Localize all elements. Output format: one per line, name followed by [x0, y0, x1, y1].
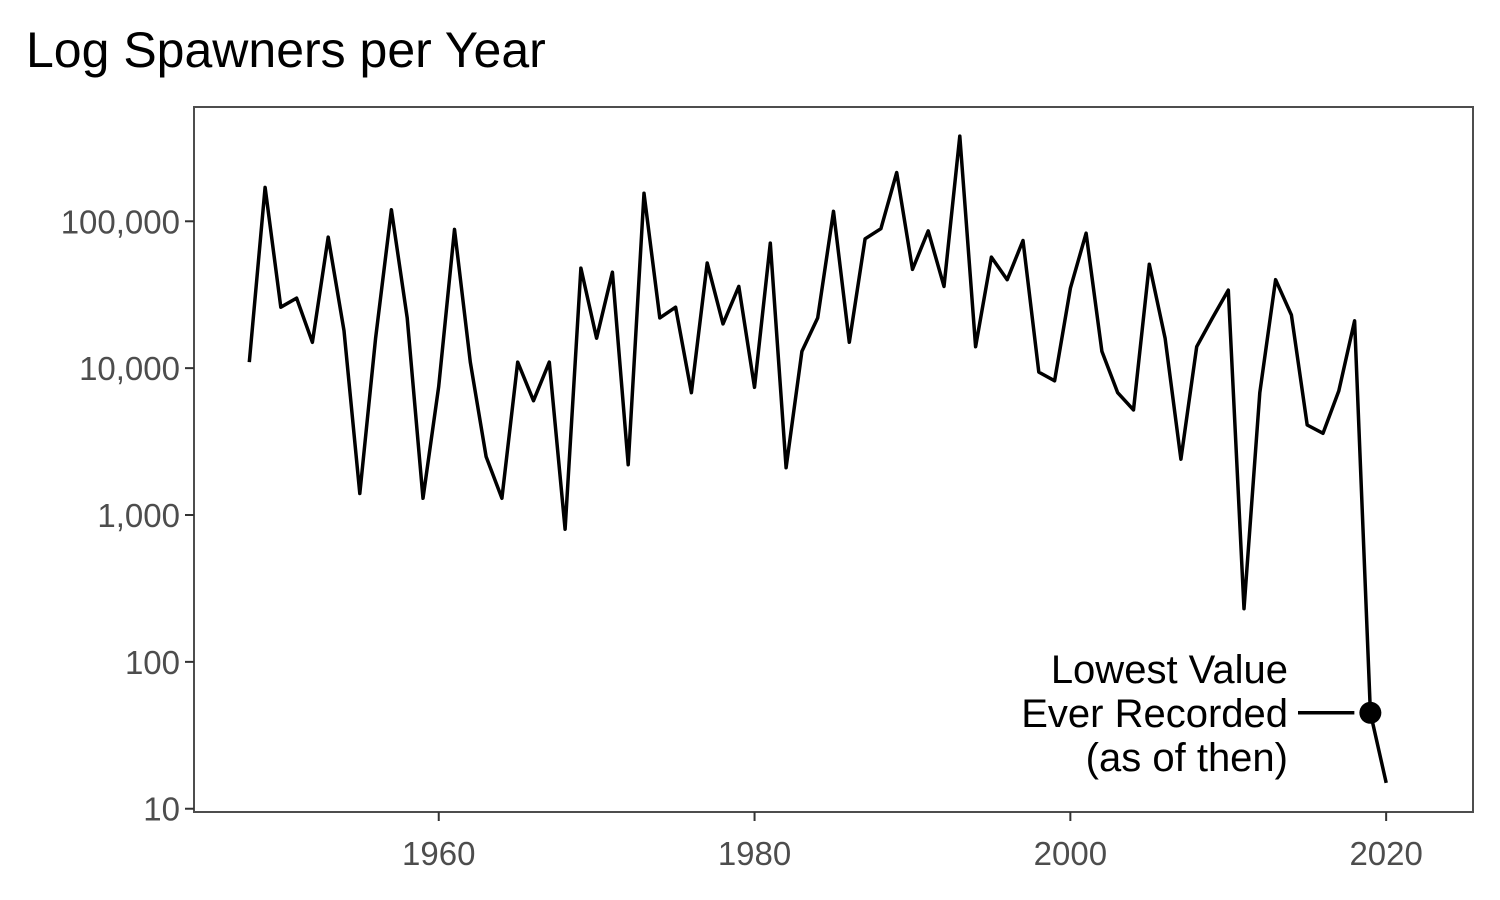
annotation: Lowest Value Ever Recorded (as of then) [1021, 648, 1382, 780]
annotation-line-3: (as of then) [1086, 736, 1288, 780]
y-tick-label: 10 [143, 791, 180, 828]
spawners-series-line [247, 134, 1388, 784]
y-tick-label: 100 [125, 644, 180, 681]
y-axis: 10 100 1,000 10,000 100,000 [61, 203, 194, 828]
y-tick-label: 1,000 [97, 497, 180, 534]
x-tick-label: 2020 [1349, 835, 1422, 872]
x-axis: 1960 1980 2000 2020 [402, 812, 1423, 872]
y-tick-label: 10,000 [79, 350, 180, 387]
annotation-line-1: Lowest Value [1051, 648, 1288, 692]
x-tick-label: 1960 [402, 835, 475, 872]
lowest-value-point [1359, 701, 1382, 724]
x-tick-label: 2000 [1034, 835, 1107, 872]
x-tick-label: 1980 [718, 835, 791, 872]
y-tick-label: 100,000 [61, 203, 180, 240]
chart-title: Log Spawners per Year [26, 22, 546, 78]
annotation-line-2: Ever Recorded [1021, 692, 1288, 736]
